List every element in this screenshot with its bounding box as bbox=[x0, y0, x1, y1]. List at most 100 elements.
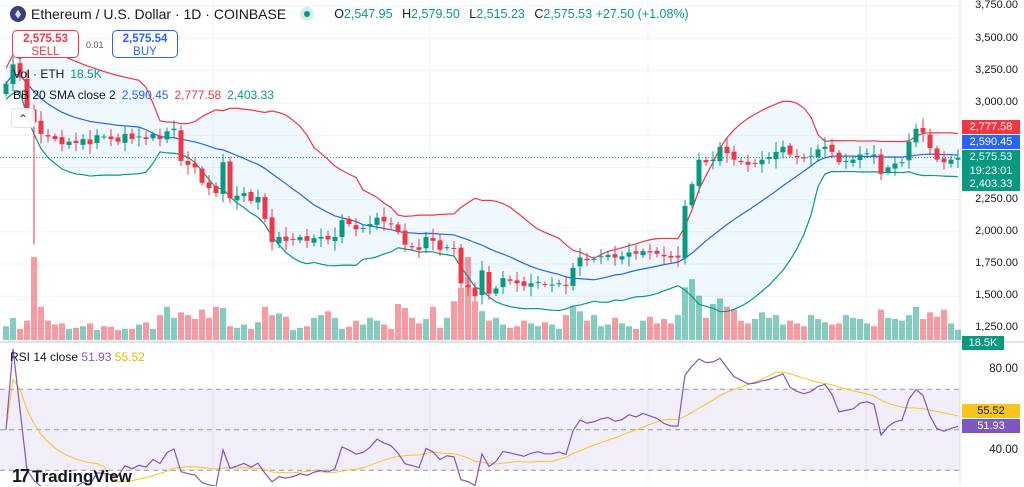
volume-bar bbox=[801, 326, 807, 340]
rsi-line bbox=[5, 348, 959, 486]
candle-body bbox=[59, 137, 65, 145]
candle-body bbox=[381, 216, 387, 222]
candle-body bbox=[332, 236, 338, 242]
price-tick: 2,250.00 bbox=[975, 192, 1018, 205]
candle-body bbox=[283, 236, 289, 241]
volume-bar bbox=[66, 328, 72, 340]
candle bbox=[423, 232, 429, 254]
candle bbox=[927, 128, 933, 155]
candle bbox=[353, 218, 359, 237]
volume-bar bbox=[262, 306, 268, 340]
spread: 0.01 bbox=[86, 40, 104, 50]
candle-body bbox=[486, 271, 492, 294]
candle-body bbox=[626, 252, 632, 257]
volume-bar bbox=[297, 327, 303, 340]
candle-body bbox=[24, 78, 30, 110]
candle-body bbox=[479, 270, 485, 296]
candle-body bbox=[178, 130, 184, 161]
volume-legend[interactable]: Vol · ETH 18.5K bbox=[13, 67, 108, 81]
candle-body bbox=[738, 160, 744, 163]
volume-bar bbox=[73, 327, 79, 340]
candle-body bbox=[934, 148, 940, 160]
volume-bar bbox=[24, 320, 30, 340]
buy-button[interactable]: 2,575.54 BUY bbox=[112, 30, 178, 58]
volume-bar bbox=[416, 323, 422, 340]
candle bbox=[150, 131, 156, 141]
candle-body bbox=[766, 157, 772, 159]
volume-bar bbox=[647, 316, 653, 340]
candle-body bbox=[87, 139, 93, 145]
candle bbox=[199, 165, 205, 186]
candle bbox=[808, 147, 814, 166]
change-value: +27.50 (+1.08%) bbox=[595, 7, 689, 21]
volume-bar bbox=[430, 306, 436, 340]
candle-body bbox=[164, 131, 170, 140]
candle bbox=[17, 59, 23, 81]
candle-body bbox=[297, 236, 303, 241]
volume-bar bbox=[276, 313, 282, 340]
volume-bar bbox=[423, 318, 429, 340]
volume-bar bbox=[780, 324, 786, 340]
volume-bar bbox=[213, 306, 219, 340]
candle bbox=[66, 137, 72, 149]
volume-bar bbox=[248, 328, 254, 340]
candle-body bbox=[115, 137, 121, 142]
volume-bar bbox=[101, 326, 107, 340]
volume-bar bbox=[402, 307, 408, 340]
rsi-legend[interactable]: RSI 14 close 51.93 55.52 bbox=[10, 350, 145, 364]
volume-bar bbox=[717, 298, 723, 340]
candle-body bbox=[444, 247, 450, 249]
volume-bar bbox=[157, 315, 163, 340]
sell-label: SELL bbox=[31, 46, 60, 58]
volume-bar bbox=[353, 320, 359, 340]
candle-body bbox=[752, 162, 758, 164]
candle bbox=[892, 156, 898, 176]
candle bbox=[591, 256, 597, 263]
volume-bar bbox=[367, 317, 373, 340]
candle-body bbox=[871, 154, 877, 156]
volume-bar bbox=[185, 315, 191, 340]
candle bbox=[703, 156, 709, 166]
candle bbox=[129, 128, 135, 144]
sell-button[interactable]: 2,575.53 SELL bbox=[12, 30, 79, 58]
candle bbox=[598, 249, 604, 265]
volume-bar bbox=[38, 306, 44, 340]
volume-legend-value: 18.5K bbox=[70, 67, 102, 81]
candle bbox=[136, 126, 142, 147]
candle bbox=[220, 153, 226, 203]
collapse-legend-button[interactable]: ⌃ bbox=[11, 108, 35, 128]
candle bbox=[668, 250, 674, 263]
candle-body bbox=[640, 251, 646, 256]
candle bbox=[234, 186, 240, 210]
candle bbox=[465, 276, 471, 296]
volume-bar bbox=[395, 304, 401, 340]
candle bbox=[682, 199, 688, 265]
volume-bar bbox=[171, 317, 177, 340]
bb-legend-label: BB 20 SMA close 2 bbox=[13, 88, 116, 102]
price-tick: 1,250.00 bbox=[975, 321, 1018, 334]
candle-body bbox=[885, 167, 891, 173]
candle bbox=[605, 251, 611, 261]
volume-bar bbox=[913, 306, 919, 340]
candle-body bbox=[353, 225, 359, 230]
volume-bar bbox=[619, 323, 625, 340]
candle-body bbox=[829, 144, 835, 152]
candle bbox=[626, 242, 632, 267]
candle-body bbox=[836, 152, 842, 163]
tradingview-logo[interactable]: 17 TradingView bbox=[12, 466, 132, 487]
candle bbox=[171, 120, 177, 139]
symbol-title[interactable]: Ethereum / U.S. Dollar · 1D · COINBASE bbox=[31, 6, 287, 22]
candle bbox=[731, 145, 737, 166]
volume-bar bbox=[514, 326, 520, 340]
candle bbox=[409, 242, 415, 251]
candle bbox=[577, 248, 583, 276]
volume-bar bbox=[955, 329, 961, 340]
volume-bar bbox=[227, 326, 233, 340]
candle bbox=[311, 234, 317, 247]
bb-legend[interactable]: BB 20 SMA close 2 2,590.45 2,777.58 2,403.3… bbox=[13, 88, 280, 102]
volume-bar bbox=[934, 316, 940, 340]
volume-bar bbox=[535, 326, 541, 340]
candle bbox=[563, 276, 569, 295]
candle bbox=[654, 247, 660, 258]
